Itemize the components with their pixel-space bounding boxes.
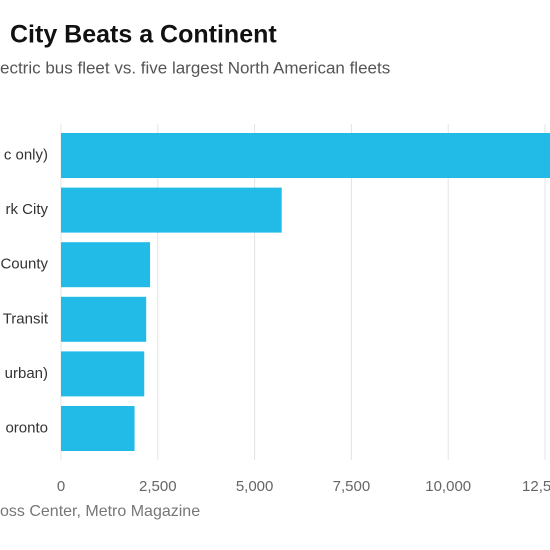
- x-tick-label: 12,500: [522, 478, 550, 495]
- bar: [61, 351, 145, 397]
- x-tick-label: 5,000: [236, 478, 274, 495]
- y-tick-label: Transit: [3, 310, 49, 327]
- y-tick-label: County: [0, 256, 48, 273]
- y-tick-label: rk City: [6, 201, 49, 218]
- y-tick-label: urban): [5, 365, 48, 382]
- source-note: oss Center, Metro Magazine: [0, 503, 200, 520]
- x-tick-label: 7,500: [333, 478, 371, 495]
- x-tick-label: 0: [57, 478, 65, 495]
- x-tick-label: 10,000: [425, 478, 471, 495]
- chart-title: City Beats a Continent: [10, 21, 277, 49]
- bar: [61, 133, 550, 178]
- bar: [61, 242, 151, 288]
- y-tick-label: c only): [4, 146, 48, 163]
- bar: [61, 296, 147, 342]
- chart-subtitle: ectric bus fleet vs. five largest North …: [0, 58, 390, 77]
- bar: [61, 187, 282, 233]
- x-tick-label: 2,500: [139, 478, 177, 495]
- bar: [61, 406, 135, 451]
- y-tick-label: oronto: [5, 419, 48, 436]
